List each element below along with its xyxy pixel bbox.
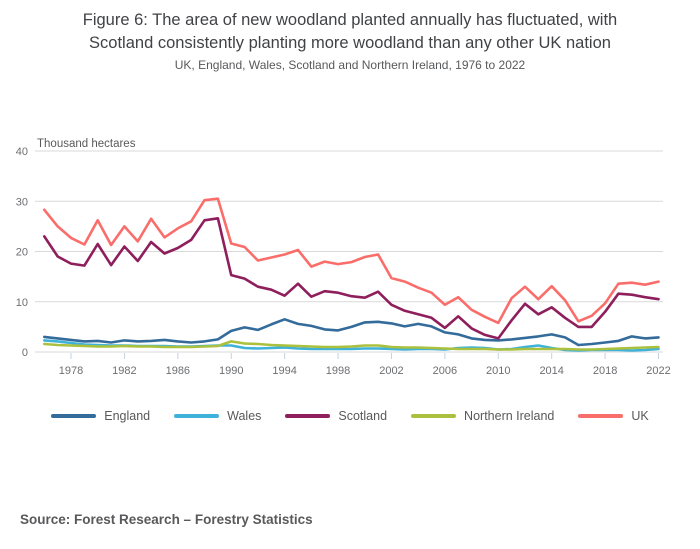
y-tick-label: 0: [22, 347, 28, 359]
legend-item-england[interactable]: England: [51, 409, 150, 423]
chart-legend: England Wales Scotland Northern Ireland UK: [0, 408, 700, 424]
legend-label-uk: UK: [631, 409, 649, 423]
y-axis-unit-label: Thousand hectares: [37, 138, 136, 150]
x-tick-label: 1986: [166, 365, 190, 377]
legend-swatch-northern-ireland: [411, 414, 457, 418]
legend-item-uk[interactable]: UK: [578, 409, 649, 423]
y-tick-label: 10: [16, 297, 28, 309]
x-tick-label: 1982: [112, 365, 136, 377]
legend-item-northern-ireland[interactable]: Northern Ireland: [411, 409, 554, 423]
series-line-scotland: [42, 217, 660, 340]
y-tick-label: 30: [16, 196, 28, 208]
x-tick-label: 2006: [433, 365, 457, 377]
chart-title-line2: Scotland consistently planting more wood…: [89, 33, 611, 52]
x-tick-label: 2018: [593, 365, 617, 377]
x-tick-label: 1998: [326, 365, 350, 377]
legend-swatch-scotland: [285, 414, 331, 418]
series-line-northern-ireland: [42, 340, 660, 351]
legend-label-scotland: Scotland: [338, 409, 388, 423]
chart-title: Figure 6: The area of new woodland plant…: [30, 9, 670, 55]
source-note: Source: Forest Research – Forestry Stati…: [20, 512, 313, 527]
x-tick-label: 1990: [219, 365, 243, 377]
y-tick-label: 20: [16, 247, 28, 259]
series-line-england: [42, 318, 660, 347]
x-tick-label: 2014: [539, 365, 563, 377]
legend-label-northern-ireland: Northern Ireland: [464, 409, 555, 423]
legend-item-scotland[interactable]: Scotland: [285, 409, 387, 423]
y-tick-label: 40: [16, 146, 28, 158]
x-tick-label: 2022: [646, 365, 670, 377]
legend-swatch-uk: [578, 414, 624, 418]
x-tick-label: 2010: [486, 365, 510, 377]
x-tick-label: 2002: [379, 365, 403, 377]
chart-title-line1: Figure 6: The area of new woodland plant…: [82, 11, 618, 29]
legend-label-england: England: [104, 409, 151, 423]
line-chart: 0 10 20 30 40 Thousand hectares 1978 1982 1986 19…: [16, 138, 671, 377]
legend-item-wales[interactable]: Wales: [174, 409, 261, 423]
x-tick-label: 1994: [272, 365, 296, 377]
legend-label-wales: Wales: [227, 409, 262, 423]
legend-swatch-england: [51, 414, 97, 418]
legend-swatch-wales: [174, 414, 220, 418]
chart-subtitle: UK, England, Wales, Scotland and Norther…: [174, 58, 526, 72]
series-line-uk: [42, 197, 660, 325]
x-tick-label: 1978: [59, 365, 83, 377]
